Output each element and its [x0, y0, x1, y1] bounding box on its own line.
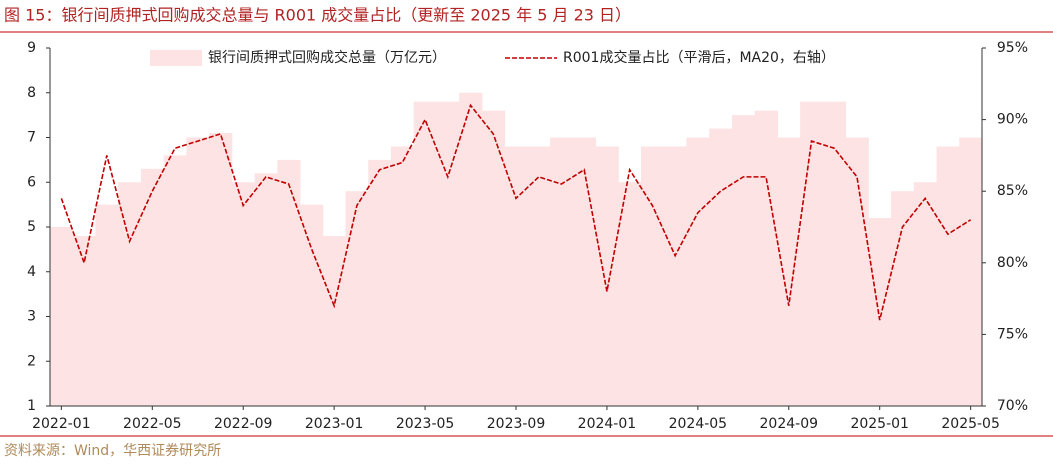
y-tick-label: 8: [27, 85, 36, 101]
bar: [800, 101, 824, 406]
x-tick-label: 2024-09: [760, 416, 819, 432]
bar: [459, 92, 483, 406]
bar: [72, 235, 96, 406]
y-tick-label: 7: [27, 130, 36, 146]
bar: [913, 182, 938, 406]
y2-tick-label: 80%: [997, 255, 1028, 271]
bar: [845, 137, 869, 406]
bar: [959, 137, 983, 406]
y-tick-label: 1: [27, 398, 36, 414]
bar: [663, 146, 687, 406]
y2-tick-label: 95%: [997, 40, 1028, 56]
x-tick-label: 2024-05: [669, 416, 728, 432]
bar: [118, 182, 142, 406]
bar: [754, 110, 778, 407]
bar: [140, 168, 165, 406]
bar: [641, 146, 665, 406]
y2-tick-label: 75%: [997, 326, 1028, 342]
y2-tick-label: 70%: [997, 398, 1028, 414]
bar: [777, 137, 801, 406]
x-tick-label: 2022-09: [214, 416, 273, 432]
bar: [481, 110, 506, 407]
y-tick-label: 6: [27, 174, 36, 190]
chart-title: 图 15：银行间质押式回购成交总量与 R001 成交量占比（更新至 2025 年…: [4, 6, 631, 25]
y-tick-label: 2: [27, 353, 36, 369]
x-tick-label: 2023-09: [487, 416, 546, 432]
bar: [572, 137, 597, 406]
bar: [300, 204, 324, 406]
bar: [595, 146, 619, 406]
y-tick-label: 9: [27, 40, 36, 56]
bar: [504, 146, 528, 406]
bar: [936, 146, 960, 406]
legend-label: 银行间质押式回购成交总量（万亿元）: [208, 49, 446, 66]
x-tick-label: 2025-01: [850, 416, 909, 432]
bar: [527, 146, 551, 406]
bar: [390, 146, 415, 406]
bar: [186, 137, 210, 406]
bar: [709, 128, 733, 407]
y-tick-label: 5: [27, 219, 36, 235]
y2-tick-label: 85%: [997, 183, 1028, 199]
x-tick-label: 2023-01: [305, 416, 364, 432]
bar: [891, 191, 915, 406]
bar: [277, 159, 301, 406]
bar: [413, 101, 437, 406]
y2-tick-label: 90%: [997, 112, 1028, 128]
legend-label: R001成交量占比（平滑后，MA20，右轴）: [563, 49, 835, 66]
bar: [822, 101, 847, 406]
y-tick-label: 4: [27, 264, 36, 280]
bar: [50, 227, 74, 406]
bar: [209, 133, 233, 406]
bar: [368, 159, 392, 406]
bar: [345, 191, 369, 406]
bar: [254, 173, 278, 406]
bar: [163, 155, 187, 406]
x-tick-label: 2022-05: [123, 416, 182, 432]
bar: [868, 218, 892, 406]
bar: [686, 137, 710, 406]
bar: [231, 182, 256, 406]
legend-swatch: [150, 50, 202, 66]
bar: [322, 235, 347, 406]
x-tick-label: 2024-01: [578, 416, 637, 432]
bar: [95, 204, 119, 406]
bar: [618, 182, 642, 406]
x-tick-label: 2022-01: [32, 416, 91, 432]
x-tick-label: 2023-05: [396, 416, 455, 432]
x-tick-label: 2025-05: [941, 416, 1000, 432]
bar: [731, 115, 756, 406]
y-tick-label: 3: [27, 309, 36, 325]
bar: [550, 137, 574, 406]
line: [60, 103, 972, 321]
bar: [436, 101, 460, 406]
source: 资料来源：Wind，华西证券研究所: [4, 443, 221, 459]
